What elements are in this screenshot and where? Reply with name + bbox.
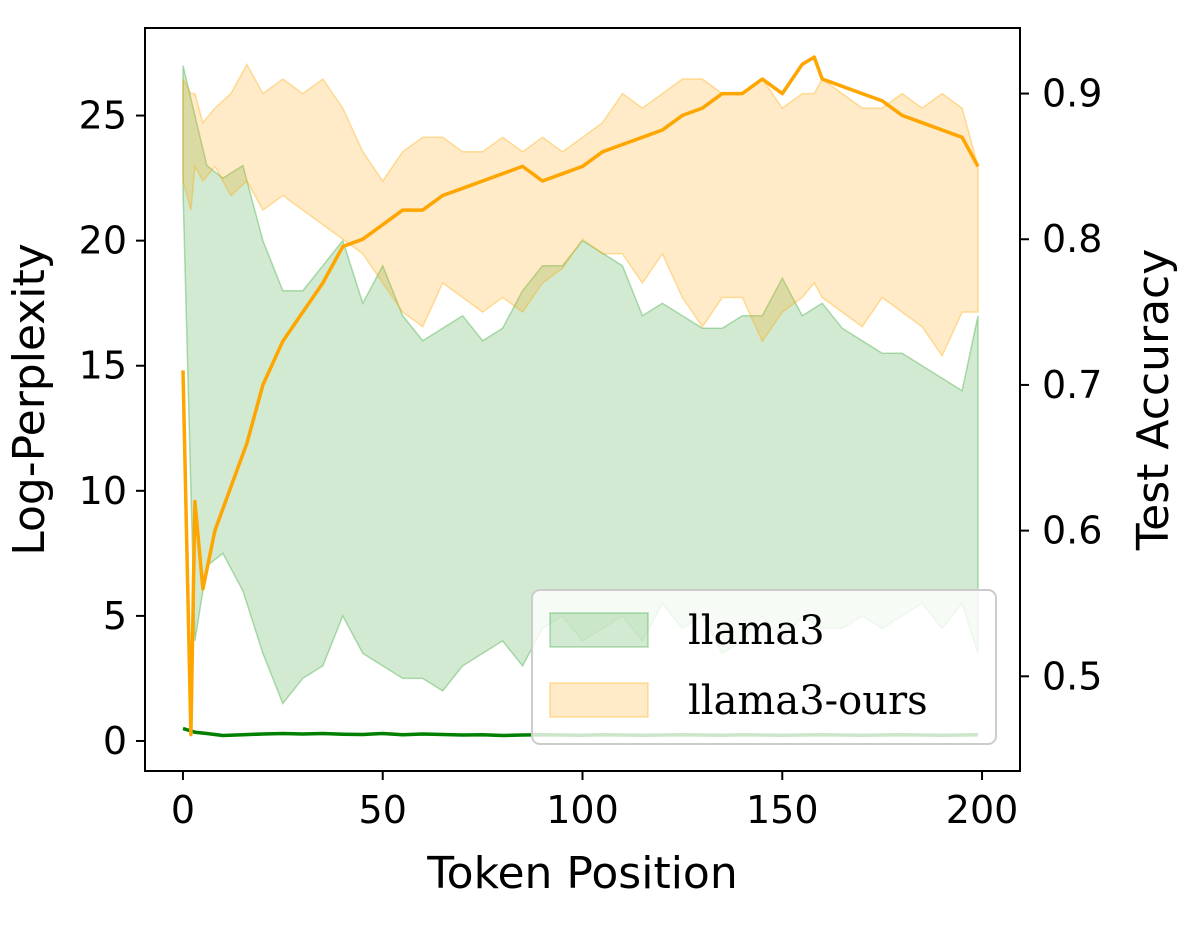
y-left-tick-label-0: 0	[103, 719, 127, 763]
y-left-tick-label-2: 10	[79, 469, 127, 513]
y-left-tick-label-1: 5	[103, 594, 127, 638]
legend: llama3 llama3-ours	[531, 589, 997, 745]
y-left-tick-label-4: 20	[79, 219, 127, 263]
y-right-tick-label-3: 0.8	[1042, 217, 1102, 261]
y-right-tick-label-0: 0.5	[1042, 654, 1102, 698]
legend-swatch-1	[549, 682, 649, 718]
x-tick-label-3: 150	[746, 788, 819, 832]
y-right-tick-label-2: 0.7	[1042, 363, 1102, 407]
y-right-tick-label-1: 0.6	[1042, 509, 1102, 553]
legend-label-1: llama3-ours	[688, 678, 928, 724]
tick-layer: 0 50 100 150 200 0 5 10 15 20 25 0.5 0.6 0.7 0.8 0.9	[79, 72, 1103, 832]
band-series-1	[182, 62, 979, 358]
band-layer	[182, 62, 979, 705]
x-tick-label-4: 200	[946, 788, 1019, 832]
x-tick-label-2: 100	[546, 788, 619, 832]
legend-box	[531, 589, 997, 745]
x-tick-label-0: 0	[171, 788, 195, 832]
y-axis-left-title: Log-Perplexity	[4, 243, 55, 556]
line-series-1	[181, 55, 980, 737]
legend-label-0: llama3	[688, 608, 825, 654]
y-axis-right-title: Test Accuracy	[1128, 249, 1179, 552]
x-tick-label-1: 50	[359, 788, 407, 832]
x-axis-title: Token Position	[426, 848, 738, 899]
legend-swatch-0	[549, 612, 649, 648]
y-left-tick-label-3: 15	[79, 344, 127, 388]
y-right-tick-label-4: 0.9	[1042, 72, 1102, 116]
y-left-tick-label-5: 25	[79, 94, 127, 138]
